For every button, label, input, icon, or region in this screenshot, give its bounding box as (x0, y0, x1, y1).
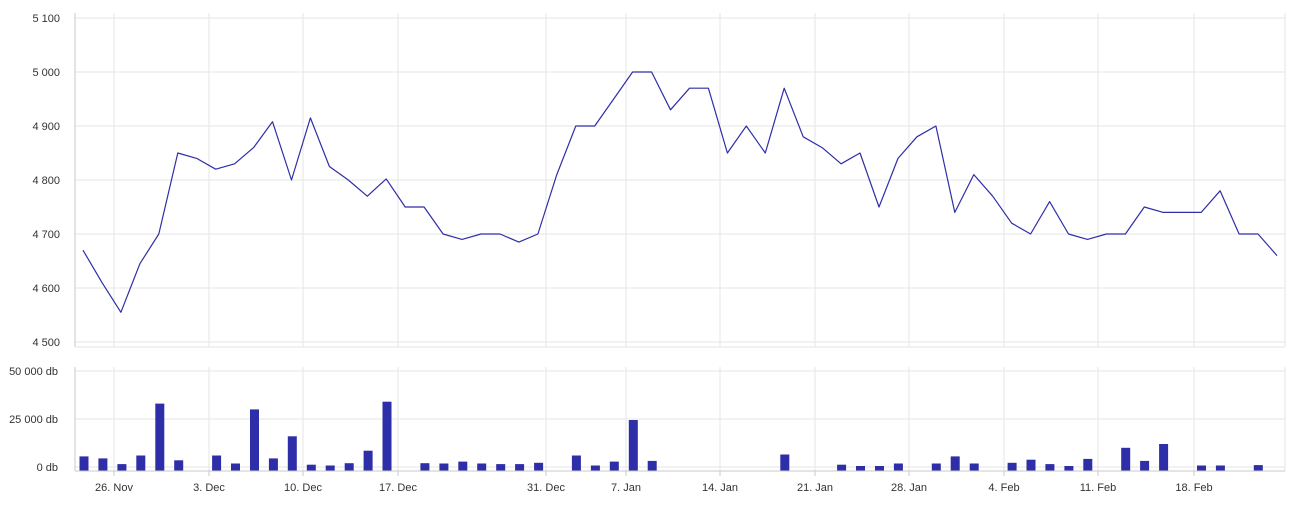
x-tick-label: 4. Feb (988, 482, 1019, 494)
volume-bar (117, 464, 127, 471)
volume-bar (1083, 458, 1093, 471)
volume-bar (174, 460, 184, 471)
volume-bar (950, 456, 960, 471)
volume-bar (647, 460, 657, 471)
volume-bar (79, 456, 89, 471)
x-tick-label: 10. Dec (284, 482, 322, 494)
x-tick-label: 11. Feb (1080, 482, 1117, 494)
price-y-tick-label: 4 800 (32, 175, 60, 187)
volume-bar (1007, 462, 1017, 471)
volume-bar (477, 463, 487, 471)
x-tick-label: 17. Dec (379, 482, 417, 494)
x-tick-label: 31. Dec (527, 482, 565, 494)
x-tick-label: 26. Nov (95, 482, 133, 494)
volume-bar (571, 455, 581, 471)
volume-bar (875, 466, 884, 471)
x-tick-label: 21. Jan (797, 482, 833, 494)
volume-bar (439, 463, 449, 471)
x-tick-label: 28. Jan (891, 482, 927, 494)
x-tick-label: 3. Dec (193, 482, 225, 494)
volume-bar (1159, 444, 1169, 471)
volume-bar (420, 463, 430, 471)
volume-bar (1045, 464, 1055, 471)
volume-bar (837, 464, 847, 471)
volume-bar (893, 463, 903, 471)
volume-bar (306, 464, 316, 471)
volume-bar (1253, 465, 1263, 471)
volume-bar (155, 403, 165, 471)
price-y-tick-label: 4 900 (32, 121, 60, 133)
volume-bar (590, 465, 600, 471)
volume-bar (515, 464, 525, 471)
volume-y-tick-label: 50 000 db (9, 366, 58, 378)
volume-bar (1197, 465, 1206, 471)
volume-y-tick-label: 25 000 db (9, 414, 58, 426)
volume-bar (628, 420, 638, 471)
volume-bar (534, 462, 544, 471)
volume-bar (250, 409, 259, 471)
x-axis: 26. Nov 3. Dec 10. Dec 17. Dec 31. Dec 7. Jan… (95, 471, 1213, 494)
volume-bar (496, 464, 506, 471)
volume-bar (1064, 466, 1074, 471)
volume-bar (98, 458, 108, 471)
volume-bar (325, 465, 335, 471)
volume-bar (1121, 447, 1131, 471)
volume-bar (458, 461, 468, 471)
x-tick-label: 7. Jan (611, 482, 641, 494)
price-panel: 4 500 4 600 4 700 4 800 4 900 5 000 5 100 (32, 13, 1286, 349)
volume-bar (344, 463, 354, 471)
x-tick-label: 18. Feb (1175, 482, 1212, 494)
volume-panel: 0 db 25 000 db 50 000 db (9, 366, 1286, 474)
volume-bar (268, 458, 278, 471)
volume-bar (231, 463, 240, 471)
price-y-tick-label: 5 100 (32, 13, 60, 25)
price-y-tick-label: 4 600 (32, 283, 60, 295)
volume-bar (856, 466, 865, 471)
volume-bar (287, 436, 297, 471)
volume-bar (382, 401, 392, 471)
volume-bar (212, 455, 222, 471)
volume-bar (780, 454, 790, 471)
volume-bar (1215, 465, 1225, 471)
price-series-line (82, 71, 1278, 313)
volume-bar (1026, 459, 1036, 471)
price-y-tick-label: 4 500 (32, 337, 60, 349)
volume-y-tick-label: 0 db (37, 462, 58, 474)
volume-bar (969, 463, 979, 471)
x-tick-label: 14. Jan (702, 482, 738, 494)
volume-bar (363, 450, 373, 471)
volume-bar (1140, 460, 1150, 471)
volume-bar (609, 461, 619, 471)
volume-bar (931, 463, 941, 471)
volume-bar (136, 455, 146, 471)
price-y-tick-label: 5 000 (32, 67, 60, 79)
price-y-tick-label: 4 700 (32, 229, 60, 241)
